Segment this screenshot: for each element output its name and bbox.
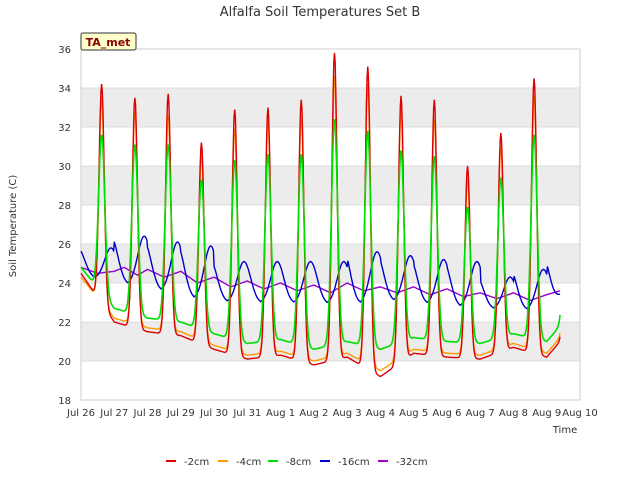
y-tick-label: 18: [58, 396, 71, 407]
series-line-neg2cm: [80, 52, 561, 378]
x-tick-label: Aug 10: [562, 408, 597, 419]
legend-label: -4cm: [236, 457, 261, 468]
y-tick-label: 28: [58, 201, 71, 212]
x-tick-label: Jul 26: [66, 408, 95, 419]
x-tick-label: Aug 2: [299, 408, 328, 419]
chart-title: Alfalfa Soil Temperatures Set B: [220, 5, 421, 20]
plot-frame: [80, 48, 581, 401]
legend-item: -16cm: [320, 457, 370, 468]
legend-item: -2cm: [166, 457, 209, 468]
x-tick-label: Aug 9: [532, 408, 561, 419]
y-tick-label: 32: [58, 123, 71, 134]
y-tick-label: 22: [58, 318, 71, 329]
badge-box: [80, 32, 137, 51]
x-tick-label: Jul 31: [232, 408, 261, 419]
grid-band: [81, 166, 580, 205]
grid-bands: [81, 88, 580, 361]
legend-label: -16cm: [338, 457, 370, 468]
legend: -2cm -4cm -8cm -16cm -32cm: [166, 457, 428, 468]
x-tick-label: Jul 30: [199, 408, 228, 419]
x-tick-label: Aug 5: [399, 408, 428, 419]
x-tick-label: Jul 28: [133, 408, 162, 419]
y-tick-label: 20: [58, 357, 71, 368]
y-axis-label: Soil Temperature (C): [8, 175, 19, 278]
series-line-neg8cm: [80, 119, 561, 351]
x-tick-label: Aug 4: [366, 408, 395, 419]
series-lines: [80, 52, 561, 378]
x-tick-label: Aug 6: [432, 408, 461, 419]
series-line-neg32cm: [80, 266, 561, 302]
grid-band: [81, 322, 580, 361]
y-tick-label: 26: [58, 240, 71, 251]
y-axis-ticks: 18 20 22 24 26 28 30 32 34 36: [58, 45, 71, 407]
legend-label: -32cm: [396, 457, 428, 468]
badge-label: TA_met: [86, 36, 131, 49]
x-tick-label: Jul 27: [99, 408, 128, 419]
x-axis-ticks: Jul 26 Jul 27 Jul 28 Jul 29 Jul 30 Jul 31 Aug …: [66, 408, 598, 419]
legend-label: -2cm: [184, 457, 209, 468]
x-tick-label: Aug 3: [333, 408, 362, 419]
x-tick-label: Aug 8: [499, 408, 528, 419]
legend-item: -32cm: [378, 457, 428, 468]
series-line-neg16cm: [80, 235, 561, 310]
x-tick-label: Jul 29: [166, 408, 195, 419]
station-badge: TA_met: [80, 32, 137, 51]
legend-item: -8cm: [268, 457, 311, 468]
grid-band: [81, 88, 580, 127]
legend-label: -8cm: [286, 457, 311, 468]
x-tick-label: Aug 1: [266, 408, 295, 419]
y-tick-label: 30: [58, 162, 71, 173]
x-axis-label: Time: [552, 425, 577, 436]
legend-item: -4cm: [218, 457, 261, 468]
y-tick-label: 24: [58, 279, 71, 290]
x-tick-label: Aug 7: [466, 408, 495, 419]
y-tick-label: 36: [58, 45, 71, 56]
y-tick-label: 34: [58, 84, 71, 95]
